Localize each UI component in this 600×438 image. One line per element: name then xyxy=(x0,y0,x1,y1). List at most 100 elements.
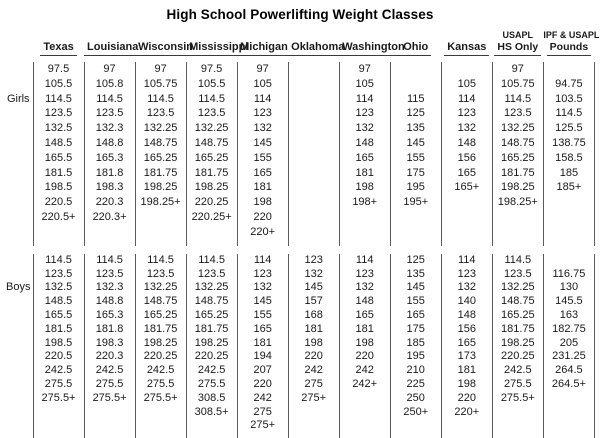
table-row: 123.5 123.5 123.5 123.5 123 123 125 123 123.5 114… xyxy=(5,106,596,122)
weight-class-cell: 123 xyxy=(338,267,391,282)
weight-class-cell: 195 xyxy=(389,350,442,365)
weight-class-cell: 97 xyxy=(338,62,391,77)
weight-class-cell xyxy=(287,209,340,225)
weight-class-cell: 165.25 xyxy=(134,308,187,323)
weight-class-cell: 105 xyxy=(338,76,391,92)
column-header-ohio: Ohio xyxy=(390,30,441,62)
weight-class-cell xyxy=(491,405,544,420)
weight-class-cell: 132.25 xyxy=(134,281,187,296)
weight-class-cell: 132 xyxy=(440,281,493,296)
table-row: 220.5 220.3 220.25 220.25 194 220 220 195 173 220… xyxy=(5,350,596,365)
section-label-spacer xyxy=(5,364,33,378)
weight-class-cell: 220.25 xyxy=(185,195,238,210)
section-label-spacer xyxy=(5,121,33,136)
weight-class-cell: 132.5 xyxy=(32,281,85,296)
weight-class-cell: 182.75 xyxy=(542,322,596,337)
weight-class-cell: 132 xyxy=(287,267,340,282)
weight-class-cell: 165 xyxy=(236,322,289,337)
section-label: Girls xyxy=(6,92,30,105)
column-header-usapl-hs-only: USAPL HS Only xyxy=(492,30,543,62)
weight-class-cell: 195+ xyxy=(389,195,442,210)
weight-class-cell: 242.5 xyxy=(491,364,544,378)
table-row: 275+ xyxy=(5,419,596,438)
weight-class-cell: 165.25 xyxy=(185,308,238,323)
weight-class-cell: 220.5+ xyxy=(32,209,85,225)
weight-class-cell: 114.5 xyxy=(542,106,596,122)
weight-class-cell xyxy=(287,62,340,77)
weight-class-cell: 148.75 xyxy=(491,135,544,151)
column-header-topline: USAPL xyxy=(502,30,534,40)
weight-class-cell: 135 xyxy=(389,267,442,282)
weight-class-cell xyxy=(440,62,493,77)
weight-class-cell: 132.25 xyxy=(491,281,544,296)
weight-class-cell: 220 xyxy=(287,350,340,365)
weight-class-cell: 114.5 xyxy=(83,91,136,107)
column-header-label: Texas xyxy=(40,41,77,56)
weight-class-cell xyxy=(83,224,136,246)
girls-section: 97.5 97 97 97.5 97 97 97 105.5 105.8 105.75 105.5 1… xyxy=(5,62,596,246)
weight-class-cell: 275+ xyxy=(236,419,289,438)
weight-class-cell: 308.5 xyxy=(185,391,238,406)
table-row: 308.5+ 275 250+ 220+ xyxy=(5,405,596,420)
weight-class-cell: 148.75 xyxy=(185,295,238,309)
weight-class-cell xyxy=(491,224,544,246)
weight-class-cell: 145 xyxy=(389,281,442,296)
weight-class-cell xyxy=(287,121,340,136)
section-label-header xyxy=(5,30,33,62)
weight-class-cell: 132.25 xyxy=(491,121,544,136)
weight-class-cell: 181 xyxy=(338,322,391,337)
table-row: 148.5 148.8 148.75 148.75 145 148 145 148 148.75… xyxy=(5,135,596,151)
column-header-kansas: Kansas xyxy=(441,30,492,62)
weight-class-cell: 242 xyxy=(236,391,289,406)
column-header-oklahoma: Oklahoma xyxy=(288,30,348,62)
weight-class-cell: 165.5 xyxy=(32,150,85,166)
weight-class-cell: 181 xyxy=(236,336,289,351)
column-header-label: Pounds xyxy=(546,41,592,56)
section-label-spacer xyxy=(5,166,33,181)
weight-class-cell xyxy=(389,209,442,225)
weight-class-cell: 97 xyxy=(491,62,544,77)
weight-class-cell: 148.75 xyxy=(134,135,187,151)
weight-class-cell: 123 xyxy=(236,267,289,282)
weight-class-cell: 264.5+ xyxy=(542,377,596,392)
weight-class-cell: 220.3 xyxy=(83,350,136,365)
weight-class-cell: 220.3 xyxy=(83,195,136,210)
table-row: 220.5+ 220.3+ 220.25+ 220 xyxy=(5,209,596,225)
column-header-label: Wisconsin xyxy=(135,41,196,56)
weight-class-cell: 148.75 xyxy=(491,295,544,309)
weight-class-cell: 225 xyxy=(389,377,442,392)
weight-class-cell: 97.5 xyxy=(32,62,85,77)
weight-class-cell: 165+ xyxy=(440,180,493,196)
weight-class-cell xyxy=(440,209,493,225)
weight-class-cell xyxy=(338,405,391,420)
weight-class-cell: 198.25 xyxy=(134,336,187,351)
weight-class-cell xyxy=(491,209,544,225)
weight-class-cell: 132 xyxy=(440,121,493,136)
weight-class-cell: 181.75 xyxy=(185,322,238,337)
table-row: Boys 132.5 132.3 132.25 132.25 132 145 132 145 13… xyxy=(5,281,596,296)
weight-class-cell: 275.5+ xyxy=(83,391,136,406)
weight-class-cell: 165 xyxy=(338,150,391,166)
weight-class-cell: 242 xyxy=(287,364,340,378)
table-header: Texas Louisiana Wisconsin Mississippi Mi… xyxy=(5,30,599,62)
weight-class-cell: 114.5 xyxy=(32,253,85,268)
weight-class-cell: 123 xyxy=(287,253,340,268)
weight-class-cell: 207 xyxy=(236,364,289,378)
table-row: 114.5 114.5 114.5 114.5 114 123 114 125 114 114.5 xyxy=(5,253,596,268)
table-row: 148.5 148.8 148.75 148.75 145 157 148 155 140 148… xyxy=(5,295,596,309)
table-row: 181.5 181.8 181.75 181.75 165 181 175 165 181.75… xyxy=(5,165,596,181)
weight-class-cell: 198.25+ xyxy=(134,195,187,210)
weight-class-cell: 148 xyxy=(338,295,391,309)
weight-class-cell: 132 xyxy=(236,121,289,136)
weight-class-cell: 198.25 xyxy=(491,336,544,351)
weight-class-cell: 138.75 xyxy=(542,135,596,151)
weight-class-cell: 158.5 xyxy=(542,150,596,166)
weight-class-cell: 97.5 xyxy=(185,62,238,77)
weight-class-cell: 123.5 xyxy=(83,106,136,122)
column-header-label: Ohio xyxy=(400,41,432,56)
weight-class-cell xyxy=(542,419,596,438)
weight-class-cell: 242 xyxy=(338,364,391,378)
weight-class-cell: 275 xyxy=(236,405,289,420)
table-row: 123.5 123.5 123.5 123.5 123 132 123 135 123 123.5… xyxy=(5,267,596,282)
weight-class-cell: 123.5 xyxy=(185,106,238,122)
